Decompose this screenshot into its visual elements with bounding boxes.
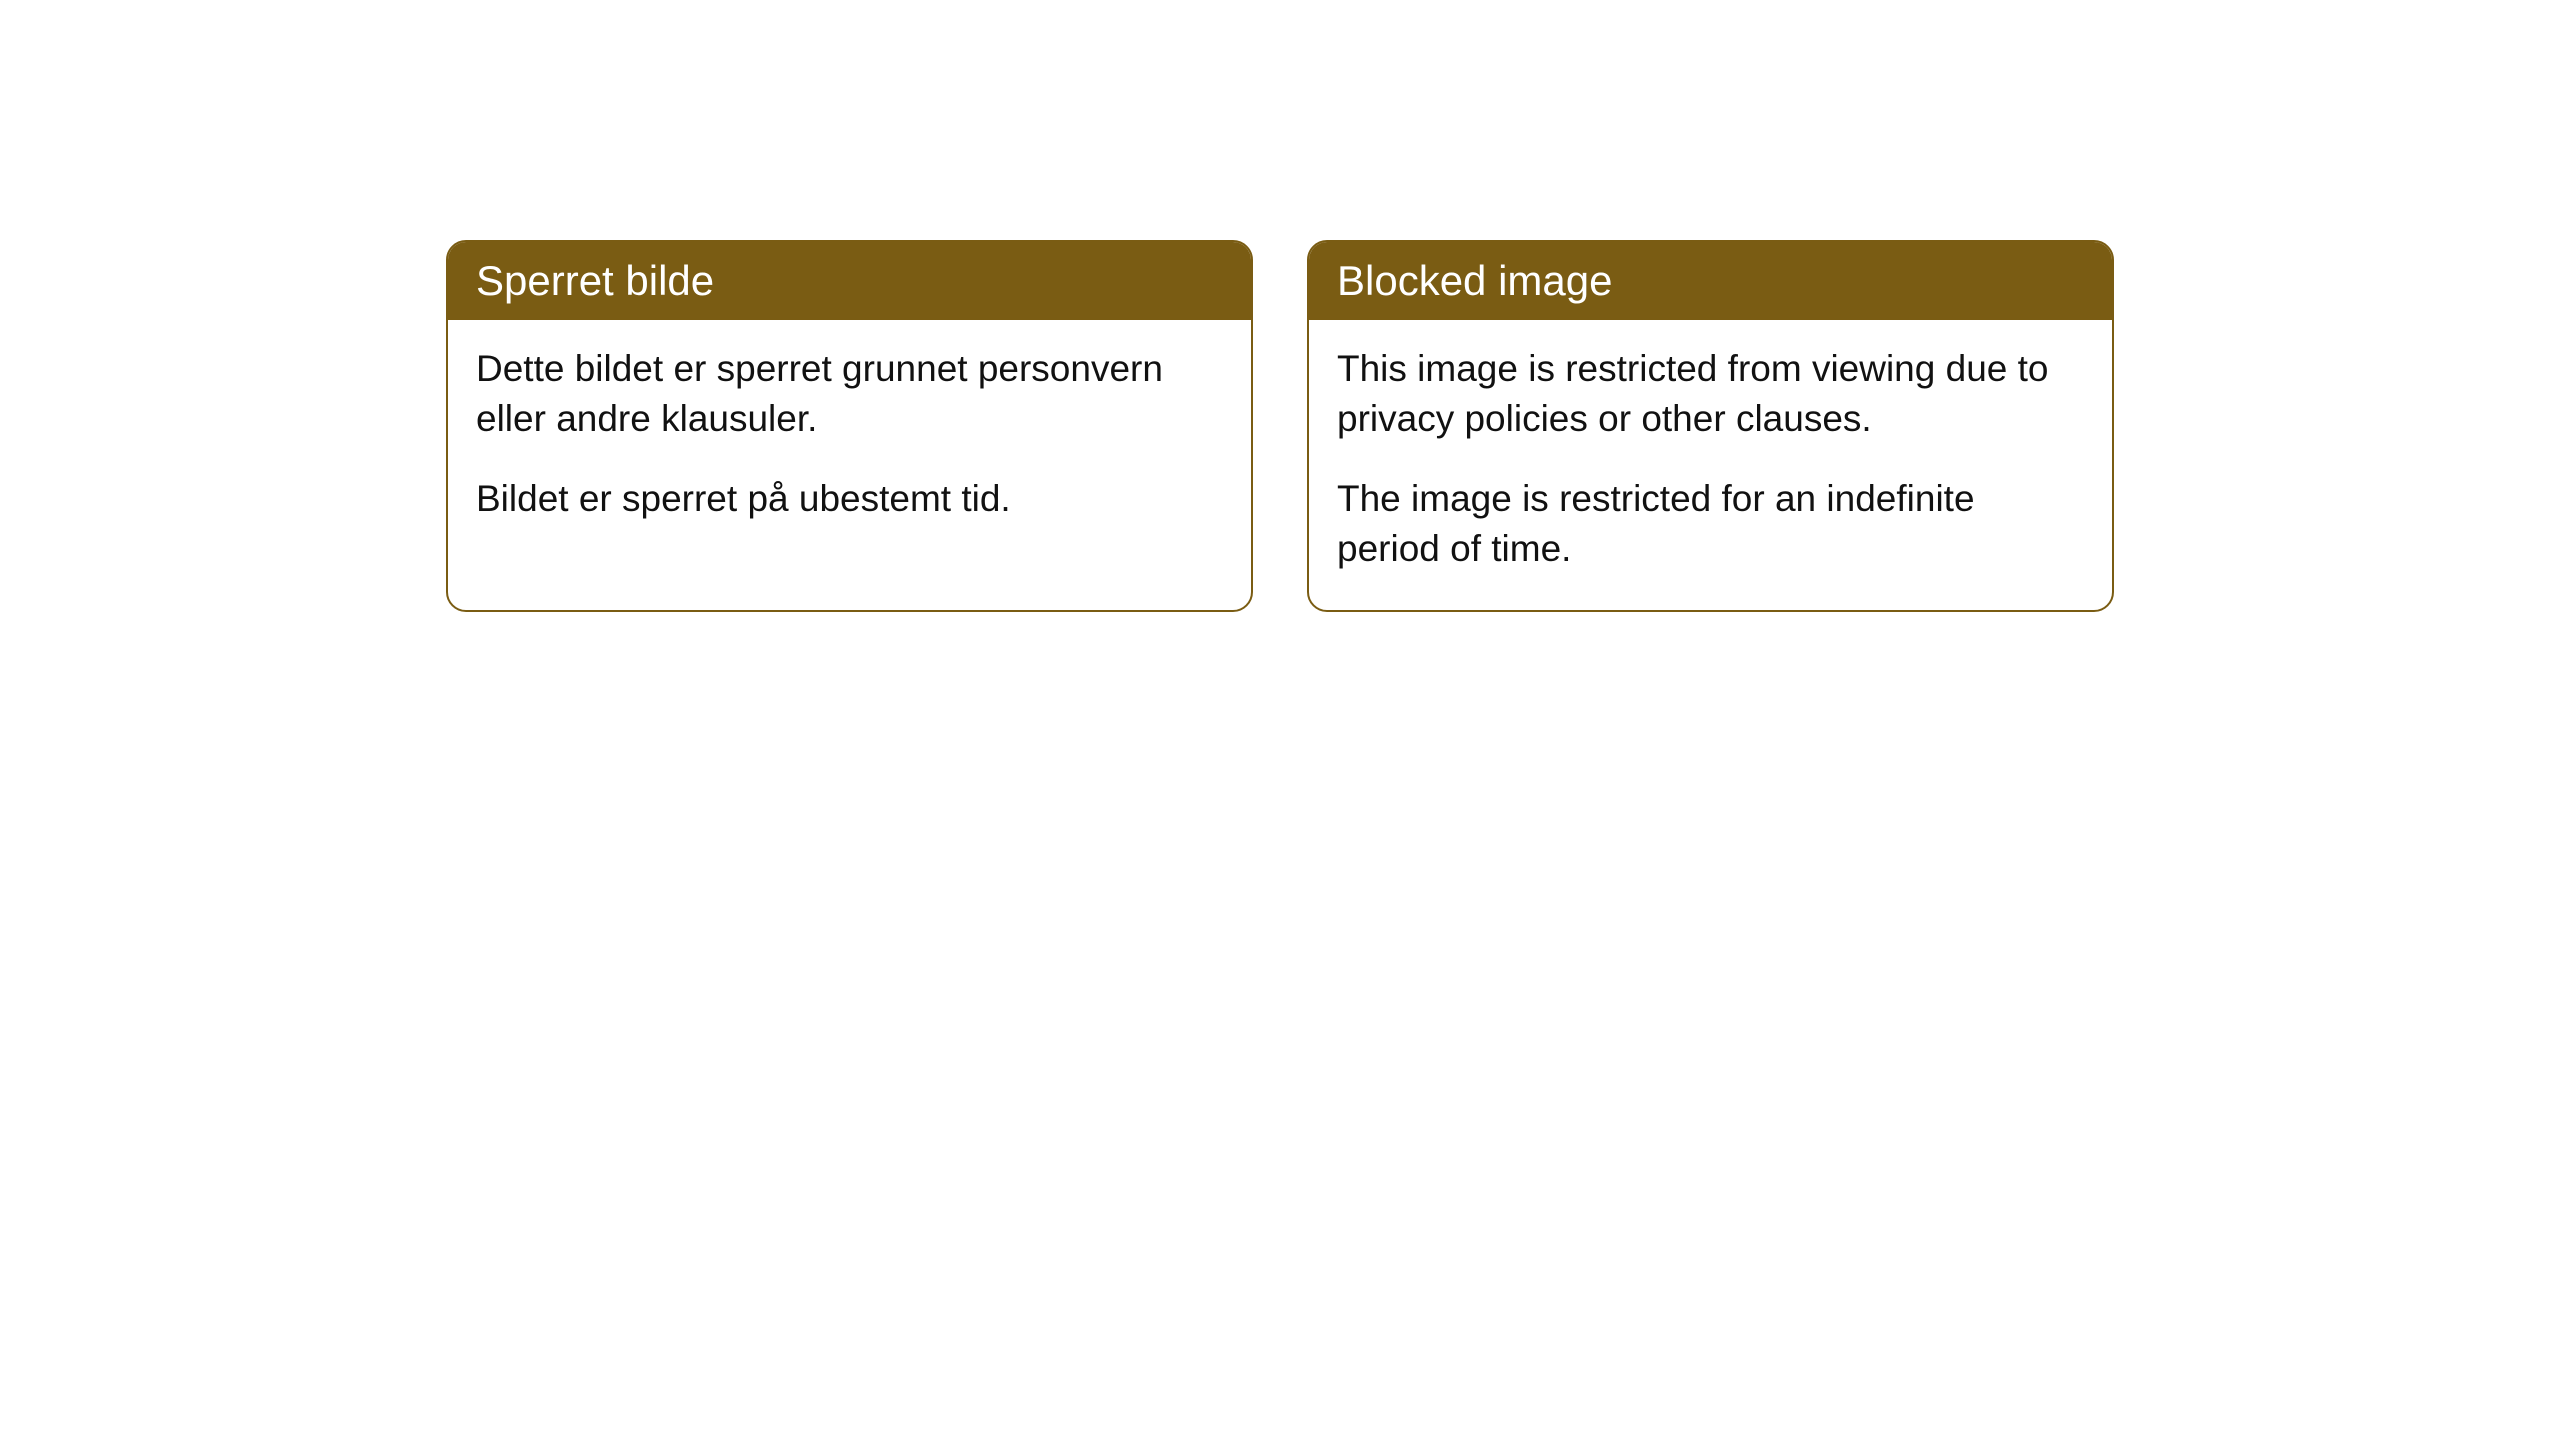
card-header-english: Blocked image	[1309, 242, 2112, 320]
card-paragraph: This image is restricted from viewing du…	[1337, 344, 2084, 444]
cards-container: Sperret bilde Dette bildet er sperret gr…	[446, 240, 2114, 612]
card-header-norwegian: Sperret bilde	[448, 242, 1251, 320]
card-body-english: This image is restricted from viewing du…	[1309, 320, 2112, 610]
card-paragraph: The image is restricted for an indefinit…	[1337, 474, 2084, 574]
card-english: Blocked image This image is restricted f…	[1307, 240, 2114, 612]
card-paragraph: Dette bildet er sperret grunnet personve…	[476, 344, 1223, 444]
card-paragraph: Bildet er sperret på ubestemt tid.	[476, 474, 1223, 524]
card-norwegian: Sperret bilde Dette bildet er sperret gr…	[446, 240, 1253, 612]
card-body-norwegian: Dette bildet er sperret grunnet personve…	[448, 320, 1251, 560]
